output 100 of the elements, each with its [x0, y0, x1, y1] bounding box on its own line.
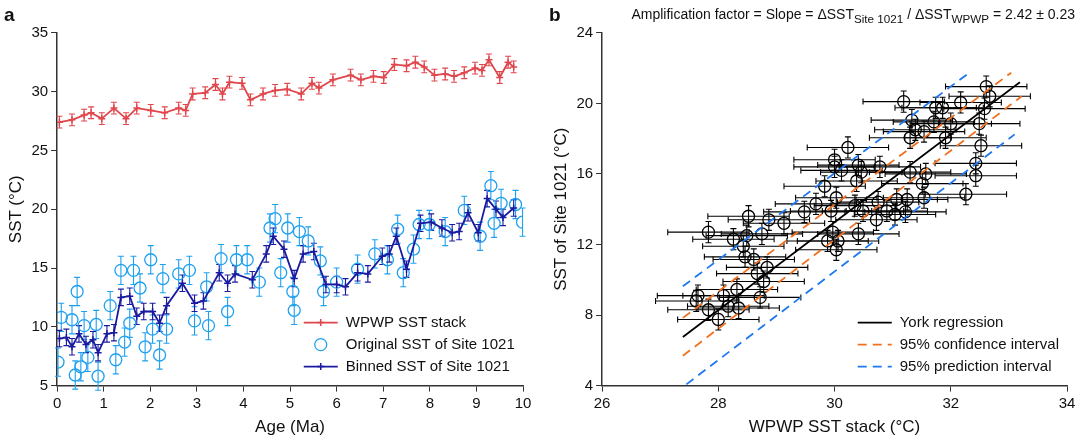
- point: [145, 322, 160, 336]
- y-tick-label: 12: [576, 234, 594, 252]
- point: [201, 318, 216, 333]
- point: [298, 249, 308, 259]
- x-tick-label: 6: [332, 393, 341, 411]
- legend-label: Binned SST of Site 1021: [345, 356, 510, 374]
- point: [482, 194, 492, 203]
- point: [396, 266, 410, 280]
- point: [93, 348, 103, 357]
- point: [248, 275, 257, 285]
- point: [307, 79, 317, 88]
- point: [252, 275, 266, 289]
- point: [126, 263, 141, 277]
- point: [274, 266, 288, 280]
- point: [102, 329, 112, 339]
- point: [132, 311, 142, 321]
- point: [81, 340, 91, 349]
- point: [286, 284, 300, 299]
- x-tick-label: 9: [472, 393, 481, 411]
- point: [229, 253, 244, 267]
- point: [316, 284, 331, 299]
- point: [199, 296, 208, 306]
- y-axis-title: SST of Site 1021 (°C): [550, 127, 570, 291]
- point: [121, 114, 131, 123]
- chart-title: a: [4, 3, 15, 25]
- point: [144, 253, 158, 267]
- point: [487, 216, 501, 230]
- point: [74, 360, 88, 374]
- point: [269, 232, 278, 241]
- y-tick-label: 20: [31, 199, 49, 217]
- point: [159, 322, 174, 336]
- point: [109, 328, 119, 337]
- point: [281, 221, 295, 235]
- point: [81, 350, 95, 365]
- point: [263, 221, 277, 235]
- x-axis-title: Age (Ma): [255, 417, 325, 437]
- point: [457, 203, 471, 218]
- point: [74, 329, 84, 339]
- x-tick-label: 3: [192, 393, 202, 411]
- point: [313, 254, 327, 268]
- x-tick-label: 32: [942, 393, 960, 411]
- point: [182, 263, 197, 277]
- point: [329, 275, 344, 289]
- x-tick-label: 30: [826, 393, 843, 411]
- x-tick-label: 28: [709, 393, 727, 411]
- point: [454, 227, 464, 236]
- point: [156, 271, 170, 286]
- point: [125, 291, 135, 301]
- legend-label: Original SST of Site 1021: [345, 334, 515, 352]
- y-tick-label: 30: [31, 81, 49, 99]
- point: [77, 318, 91, 333]
- point: [321, 280, 331, 289]
- point: [199, 280, 214, 294]
- point: [473, 229, 487, 243]
- point: [138, 340, 152, 354]
- legend-label: 95% prediction interval: [899, 356, 1052, 374]
- point: [341, 282, 350, 292]
- x-tick-label: 1: [99, 393, 108, 411]
- x-tick-label: 0: [52, 393, 62, 411]
- point: [270, 86, 280, 95]
- point: [449, 72, 459, 81]
- legend-label: WPWP SST stack: [345, 312, 467, 330]
- point: [463, 208, 473, 217]
- point: [484, 179, 498, 193]
- point: [103, 298, 117, 313]
- point: [114, 263, 128, 277]
- y-tick-label: 24: [576, 22, 594, 40]
- y-tick-label: 15: [31, 258, 49, 276]
- point: [187, 314, 202, 328]
- legend-label: 95% confidence interval: [899, 334, 1059, 352]
- point: [301, 234, 315, 248]
- point: [378, 251, 387, 261]
- y-tick-label: 5: [39, 375, 49, 393]
- point: [88, 335, 98, 344]
- point: [172, 267, 186, 281]
- point: [123, 316, 137, 330]
- point: [91, 369, 105, 383]
- y-axis-title: SST (°C): [5, 175, 25, 244]
- point: [380, 253, 395, 267]
- point: [117, 335, 132, 349]
- x-tick-label: 5: [285, 393, 295, 411]
- point: [309, 247, 319, 256]
- y-tick-label: 25: [31, 140, 49, 158]
- x-tick-label: 34: [1058, 393, 1076, 411]
- point: [279, 244, 289, 254]
- x-axis-title: WPWP SST stack (°C): [748, 417, 921, 437]
- point: [292, 224, 307, 239]
- point: [237, 79, 247, 88]
- point: [283, 85, 292, 94]
- y-tick-label: 8: [584, 305, 594, 323]
- point: [447, 228, 457, 237]
- y-tick-label: 16: [576, 164, 594, 182]
- point: [214, 268, 224, 277]
- point: [363, 269, 373, 279]
- point: [385, 249, 394, 259]
- text: Amplification factor = Slope = ΔSST$_{Site 1021}$ / ΔSST$_{WPWP}$ = 2.42 ± 0.23: [631, 6, 1075, 25]
- point: [491, 204, 501, 214]
- y-tick-label: 10: [31, 316, 49, 334]
- x-tick-label: 26: [593, 393, 611, 411]
- point: [412, 217, 426, 232]
